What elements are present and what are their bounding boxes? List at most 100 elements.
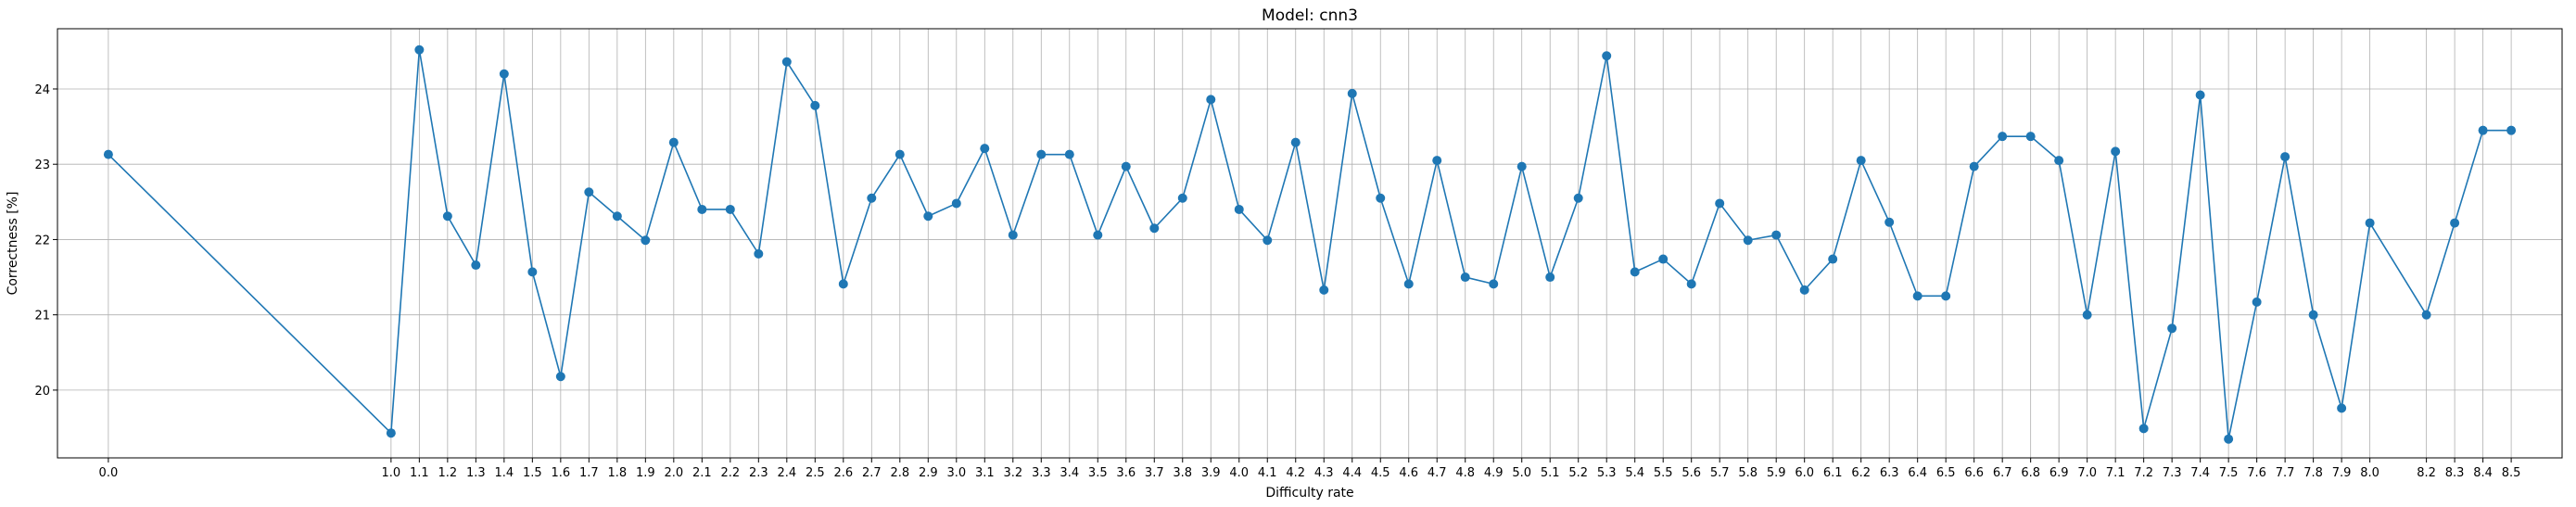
data-point [414, 44, 425, 55]
x-tick-label: 2.3 [749, 466, 768, 480]
data-point [1206, 95, 1216, 105]
data-point [1856, 156, 1866, 166]
data-point [1545, 273, 1555, 283]
data-point [895, 149, 905, 159]
x-tick-label: 1.5 [523, 466, 542, 480]
x-tick-label: 4.0 [1229, 466, 1249, 480]
x-tick-label: 1.9 [636, 466, 655, 480]
x-tick-label: 4.8 [1455, 466, 1475, 480]
x-tick-label: 3.7 [1145, 466, 1164, 480]
data-point [527, 267, 538, 277]
data-point [1998, 132, 2008, 142]
data-point [1799, 285, 1809, 295]
x-tick-label: 7.5 [2219, 466, 2239, 480]
x-tick-label: 2.7 [862, 466, 882, 480]
x-tick-label: 6.5 [1936, 466, 1956, 480]
x-tick-label: 7.3 [2163, 466, 2182, 480]
x-tick-label: 6.1 [1823, 466, 1843, 480]
x-tick-label: 4.6 [1399, 466, 1418, 480]
x-tick-label: 7.8 [2303, 466, 2323, 480]
data-point [1516, 161, 1527, 171]
data-point [1036, 149, 1047, 159]
data-point [2054, 156, 2064, 166]
data-point [2337, 403, 2347, 413]
x-tick-label: 5.2 [1568, 466, 1588, 480]
data-point [1715, 198, 1725, 209]
x-tick-label: 4.9 [1484, 466, 1504, 480]
data-point [1177, 193, 1187, 203]
x-tick-label: 5.4 [1625, 466, 1644, 480]
x-tick-label: 3.0 [946, 466, 966, 480]
data-point [1008, 230, 1018, 240]
x-tick-label: 1.3 [466, 466, 486, 480]
x-tick-label: 7.6 [2247, 466, 2266, 480]
data-point [2195, 90, 2205, 100]
grid [57, 29, 2562, 458]
data-point [2450, 218, 2460, 228]
data-point [1460, 273, 1470, 283]
x-axis-label: Difficulty rate [1265, 486, 1353, 501]
x-tick-label: 7.1 [2106, 466, 2126, 480]
data-point [2138, 424, 2149, 434]
x-tick-label: 4.3 [1314, 466, 1334, 480]
data-point [668, 137, 679, 147]
data-point [1234, 204, 1244, 214]
x-tick-label: 6.6 [1964, 466, 1984, 480]
x-tick-label: 3.9 [1201, 466, 1221, 480]
data-point [1290, 137, 1301, 147]
data-point [781, 57, 792, 67]
data-point [1432, 156, 1442, 166]
data-point [471, 260, 481, 271]
data-point [1884, 217, 1895, 227]
data-point [725, 204, 735, 214]
data-point [1630, 267, 1640, 277]
x-tick-label: 1.2 [438, 466, 458, 480]
data-point [2224, 434, 2234, 444]
x-tick-label: 2.0 [664, 466, 683, 480]
x-tick-label: 4.5 [1371, 466, 1390, 480]
data-point [1658, 254, 1669, 264]
data-point [1347, 88, 1357, 98]
data-point [1489, 279, 1499, 289]
data-point [1403, 279, 1414, 289]
x-tick-label: 8.4 [2473, 466, 2493, 480]
data-point [1686, 279, 1696, 289]
data-point [641, 235, 651, 246]
y-axis-label: Correctness [%] [6, 192, 20, 296]
data-point [1743, 235, 1753, 246]
x-tick-label: 2.6 [833, 466, 853, 480]
data-point [2167, 323, 2177, 334]
x-tick-label: 7.2 [2134, 466, 2153, 480]
data-point [2421, 310, 2431, 320]
x-tick-label: 3.1 [975, 466, 995, 480]
x-tick-label: 7.0 [2077, 466, 2097, 480]
x-tick-label: 3.5 [1088, 466, 1108, 480]
x-tick-label: 5.8 [1738, 466, 1758, 480]
x-tick-label: 4.2 [1286, 466, 1305, 480]
x-tick-label: 7.4 [2190, 466, 2210, 480]
x-tick-label: 6.4 [1908, 466, 1927, 480]
data-point [584, 187, 594, 197]
data-point [2478, 125, 2488, 135]
data-point [1602, 51, 1612, 61]
data-point [1912, 291, 1922, 301]
x-tick-label: 3.8 [1173, 466, 1192, 480]
x-tick-label: 6.9 [2049, 466, 2069, 480]
x-tick-label: 5.3 [1597, 466, 1617, 480]
x-tick-label: 6.3 [1880, 466, 1899, 480]
data-point [1969, 161, 1979, 171]
data-point [980, 144, 990, 154]
x-tick-label: 5.1 [1541, 466, 1560, 480]
x-tick-label: 3.4 [1060, 466, 1079, 480]
data-point [697, 204, 707, 214]
x-tick-label: 7.7 [2276, 466, 2295, 480]
x-tick-label: 0.0 [99, 466, 119, 480]
data-point [555, 372, 565, 382]
x-tick-label: 7.9 [2332, 466, 2352, 480]
y-tick-label: 23 [34, 158, 50, 172]
x-tick-label: 5.0 [1512, 466, 1531, 480]
series-correctness [103, 44, 2517, 444]
x-tick-label: 6.0 [1795, 466, 1814, 480]
